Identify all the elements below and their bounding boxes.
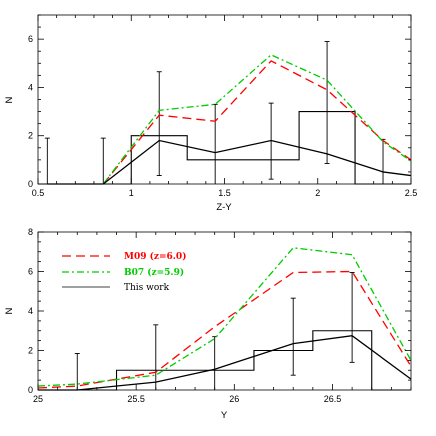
bot-errorbar-3 (290, 297, 296, 376)
bot-x-tick-label: 26 (229, 394, 239, 404)
bot-b07-line (37, 247, 412, 387)
legend-label-this-work: This work (124, 283, 170, 293)
top-x-tick-label: 0.5 (32, 188, 45, 198)
bot-x-tick-label: 26.5 (324, 394, 342, 404)
legend-label-b07: B07 (z=5.9) (124, 267, 184, 278)
legend-label-m09: M09 (z=6.0) (124, 251, 186, 262)
top-errorbar-1 (100, 137, 106, 184)
top-x-tick-label: 1 (129, 188, 134, 198)
top-panel: 0.5 1 1.5 2 2.5 0 2 4 6 Z-Y N (4, 14, 418, 213)
top-errorbar-0 (44, 137, 50, 184)
top-m09-line (102, 60, 412, 185)
top-errorbar-6 (380, 138, 386, 184)
bot-y-tick-label: 2 (28, 346, 33, 356)
top-errorbar-5 (324, 41, 330, 164)
bot-errorbar-1 (153, 324, 159, 390)
top-b07-line (102, 54, 412, 185)
top-histogram (38, 111, 411, 185)
bottom-x-axis-label: Y (221, 410, 228, 421)
top-x-tick-label: 2.5 (405, 188, 418, 198)
bot-y-tick-label: 4 (28, 306, 33, 316)
bot-histogram (38, 330, 411, 391)
top-y-tick-label: 4 (28, 82, 33, 92)
bot-x-tick-label: 25 (33, 394, 43, 404)
bot-x-tick-label: 25.5 (127, 394, 145, 404)
bot-errorbar-2 (212, 336, 218, 390)
top-x-axis-label: Z-Y (216, 202, 232, 213)
top-y-axis-label: N (4, 96, 15, 103)
bot-y-tick-label: 0 (28, 385, 33, 395)
top-x-tick-label: 2 (315, 188, 320, 198)
bot-y-tick-label: 6 (28, 267, 33, 277)
top-y-tick-label: 2 (28, 131, 33, 141)
top-y-tick-label: 0 (28, 179, 33, 189)
top-errorbar-2 (156, 71, 162, 177)
bot-errorbar-0 (74, 353, 80, 390)
legend: M09 (z=6.0) B07 (z=5.9) This work (62, 251, 186, 293)
top-this-work-line (47, 139, 412, 185)
bottom-panel: 25 25.5 26 26.5 0 2 4 6 8 Y N M09 (z=6.0) B07 (z… (4, 227, 412, 421)
top-errorbar-3 (212, 103, 218, 184)
bot-errorbar-4 (349, 272, 355, 363)
bot-y-tick-label: 8 (28, 227, 33, 237)
bottom-y-axis-label: N (4, 307, 15, 314)
top-y-tick-label: 6 (28, 34, 33, 44)
top-x-tick-label: 1.5 (218, 188, 231, 198)
